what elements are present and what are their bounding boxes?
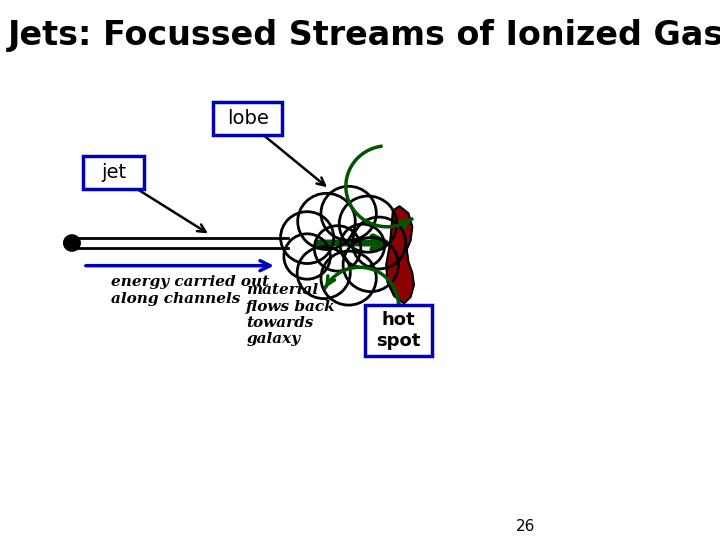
Circle shape xyxy=(284,234,330,279)
Circle shape xyxy=(63,235,80,251)
Circle shape xyxy=(281,212,333,264)
FancyBboxPatch shape xyxy=(83,156,144,189)
Text: hot
spot: hot spot xyxy=(377,311,420,350)
Circle shape xyxy=(353,217,405,269)
Circle shape xyxy=(343,238,398,292)
Text: Jets: Focussed Streams of Ionized Gas: Jets: Focussed Streams of Ionized Gas xyxy=(9,19,720,52)
FancyBboxPatch shape xyxy=(213,102,282,135)
Circle shape xyxy=(339,196,397,252)
Polygon shape xyxy=(386,206,414,303)
Circle shape xyxy=(297,193,355,249)
Text: 26: 26 xyxy=(516,519,536,534)
Circle shape xyxy=(297,247,351,299)
Circle shape xyxy=(321,251,377,305)
FancyBboxPatch shape xyxy=(365,305,431,356)
Circle shape xyxy=(321,186,377,240)
Text: material
flows back
towards
galaxy: material flows back towards galaxy xyxy=(246,284,336,346)
Circle shape xyxy=(315,226,361,271)
Text: energy carried out
along channels: energy carried out along channels xyxy=(111,275,269,306)
Text: lobe: lobe xyxy=(227,109,269,128)
Text: jet: jet xyxy=(101,163,126,182)
Circle shape xyxy=(341,224,384,267)
